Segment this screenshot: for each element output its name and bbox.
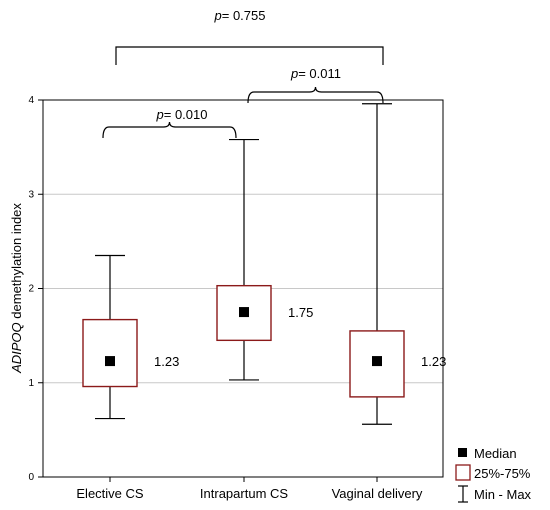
box-group: 1.75 [216, 138, 313, 381]
curly-bracket [247, 86, 384, 104]
square-bracket [115, 46, 384, 65]
p-value: = 0.755 [222, 8, 266, 23]
median-marker [239, 307, 249, 318]
box-group: 1.23 [349, 103, 446, 425]
p-symbol: p [214, 8, 222, 23]
y-axis-label: ADIPOQ demethylation index [9, 203, 24, 374]
legend-label: Min - Max [474, 487, 532, 502]
median-value-label: 1.23 [421, 354, 446, 369]
y-axis-label-rest: demethylation index [9, 203, 24, 323]
y-axis-ticks: 0 1 2 3 4 [28, 95, 43, 483]
box-series: 1.23 1.75 1.23 [82, 103, 446, 425]
legend: Median 25%-75% Min - Max [455, 446, 532, 503]
x-tick-label: Elective CS [76, 486, 144, 501]
p-value-label: p= 0.755 [214, 8, 266, 23]
median-marker [105, 356, 115, 367]
comparison-elective-vaginal: p= 0.755 [115, 8, 384, 65]
y-tick-label: 3 [28, 189, 34, 200]
median-value-label: 1.75 [288, 305, 313, 320]
x-axis-ticks: Elective CS Intrapartum CS Vaginal deliver… [76, 477, 423, 501]
curly-bracket [102, 121, 237, 139]
x-tick-label: Vaginal delivery [332, 486, 423, 501]
legend-median-icon [458, 448, 467, 457]
y-axis-label-italic: ADIPOQ [9, 322, 24, 374]
p-symbol: p [156, 107, 164, 122]
median-marker [372, 356, 382, 367]
p-symbol: p [290, 66, 298, 81]
legend-label: Median [474, 446, 517, 461]
legend-item: Min - Max [458, 485, 532, 503]
legend-label: 25%-75% [474, 466, 531, 481]
y-tick-label: 4 [28, 95, 34, 106]
p-value-label: p= 0.010 [156, 107, 208, 122]
x-tick-label: Intrapartum CS [200, 486, 288, 501]
y-tick-label: 0 [28, 472, 34, 483]
legend-item: 25%-75% [455, 464, 531, 481]
iqr-box [82, 318, 138, 388]
comparison-elective-intrapartum: p= 0.010 [102, 107, 237, 139]
legend-item: Median [458, 446, 517, 461]
median-value-label: 1.23 [154, 354, 179, 369]
y-tick-label: 1 [28, 378, 34, 389]
y-tick-label: 2 [28, 284, 34, 295]
legend-box-icon [455, 464, 471, 481]
p-value: = 0.011 [298, 66, 341, 81]
p-value: = 0.010 [164, 107, 208, 122]
p-value-label: p= 0.011 [290, 66, 341, 81]
box-group: 1.23 [82, 254, 179, 420]
comparison-intrapartum-vaginal: p= 0.011 [247, 66, 384, 104]
